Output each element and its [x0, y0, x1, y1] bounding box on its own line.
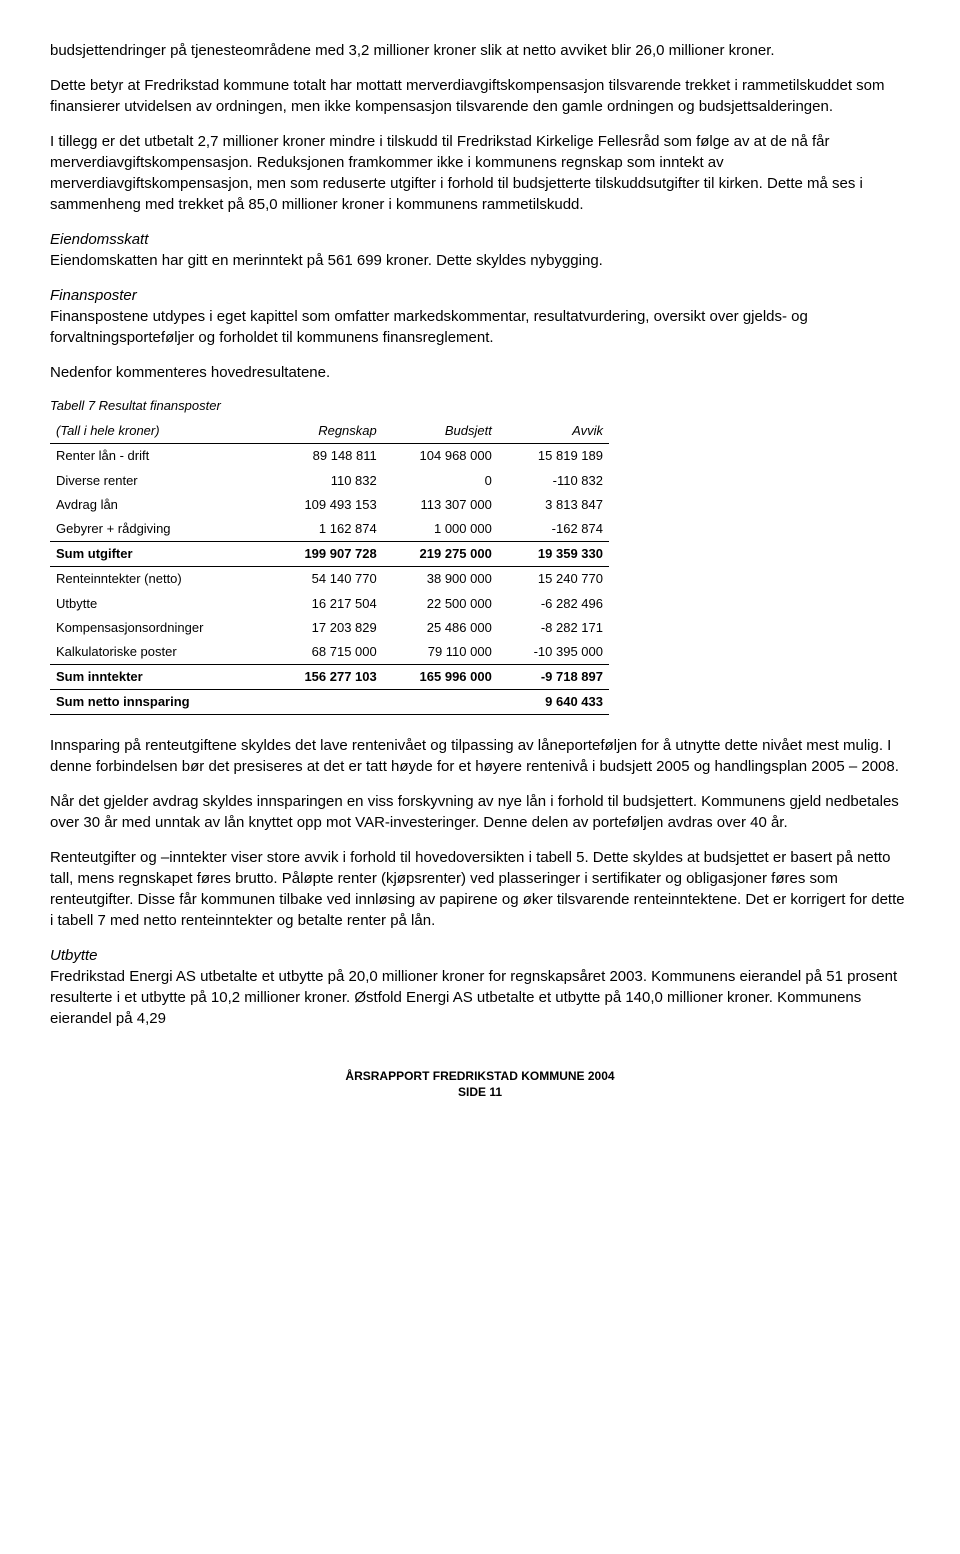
table-cell: -162 874	[498, 517, 609, 542]
paragraph: I tillegg er det utbetalt 2,7 millioner …	[50, 131, 910, 215]
table-cell: -10 395 000	[498, 640, 609, 665]
table-cell: Gebyrer + rådgiving	[50, 517, 268, 542]
table-cell: 109 493 153	[268, 493, 383, 517]
footer-title: ÅRSRAPPORT FREDRIKSTAD KOMMUNE 2004	[50, 1069, 910, 1085]
paragraph: Finanspostene utdypes i eget kapittel so…	[50, 306, 910, 348]
table-row: Gebyrer + rådgiving1 162 8741 000 000-16…	[50, 517, 609, 542]
table-cell: Kompensasjonsordninger	[50, 616, 268, 640]
col-header: Avvik	[498, 419, 609, 444]
table-cell: -110 832	[498, 469, 609, 493]
table-cell: 79 110 000	[383, 640, 498, 665]
table-cell: 19 359 330	[498, 542, 609, 567]
table-cell: Kalkulatoriske poster	[50, 640, 268, 665]
paragraph: Dette betyr at Fredrikstad kommune total…	[50, 75, 910, 117]
col-header: Regnskap	[268, 419, 383, 444]
table-row: Kalkulatoriske poster68 715 00079 110 00…	[50, 640, 609, 665]
table-row: Diverse renter110 8320-110 832	[50, 469, 609, 493]
table-cell: 89 148 811	[268, 444, 383, 469]
table-cell: Utbytte	[50, 592, 268, 616]
table-row: Renter lån - drift89 148 811104 968 0001…	[50, 444, 609, 469]
finansposter-table: (Tall i hele kroner) Regnskap Budsjett A…	[50, 419, 609, 715]
table-row: Sum netto innsparing 9 640 433	[50, 690, 609, 715]
table-cell: 22 500 000	[383, 592, 498, 616]
col-header: Budsjett	[383, 419, 498, 444]
table-cell: 3 813 847	[498, 493, 609, 517]
paragraph: Nedenfor kommenteres hovedresultatene.	[50, 362, 910, 383]
table-row: Utbytte16 217 50422 500 000-6 282 496	[50, 592, 609, 616]
paragraph: budsjettendringer på tjenesteområdene me…	[50, 40, 910, 61]
table-cell: -9 718 897	[498, 665, 609, 690]
table-row: Avdrag lån109 493 153113 307 0003 813 84…	[50, 493, 609, 517]
table-cell: 15 819 189	[498, 444, 609, 469]
table-row: Renteinntekter (netto)54 140 77038 900 0…	[50, 567, 609, 592]
table-cell: 16 217 504	[268, 592, 383, 616]
table-cell: 219 275 000	[383, 542, 498, 567]
paragraph: Renteutgifter og –inntekter viser store …	[50, 847, 910, 931]
table-cell: Sum inntekter	[50, 665, 268, 690]
table-cell: 1 000 000	[383, 517, 498, 542]
col-header: (Tall i hele kroner)	[50, 419, 268, 444]
paragraph: Eiendomskatten har gitt en merinntekt på…	[50, 250, 910, 271]
table-cell	[268, 690, 383, 715]
table-cell: 54 140 770	[268, 567, 383, 592]
paragraph: Fredrikstad Energi AS utbetalte et utbyt…	[50, 966, 910, 1029]
table-cell: 15 240 770	[498, 567, 609, 592]
table-cell: 0	[383, 469, 498, 493]
table-title: Tabell 7 Resultat finansposter	[50, 397, 910, 415]
table-cell: 110 832	[268, 469, 383, 493]
table-cell: Sum utgifter	[50, 542, 268, 567]
page-footer: ÅRSRAPPORT FREDRIKSTAD KOMMUNE 2004 SIDE…	[50, 1069, 910, 1100]
heading-utbytte: Utbytte	[50, 945, 910, 966]
paragraph: Innsparing på renteutgiftene skyldes det…	[50, 735, 910, 777]
table-cell: 165 996 000	[383, 665, 498, 690]
table-cell: 1 162 874	[268, 517, 383, 542]
table-cell: -8 282 171	[498, 616, 609, 640]
heading-finansposter: Finansposter	[50, 285, 910, 306]
table-cell: 68 715 000	[268, 640, 383, 665]
table-row: Kompensasjonsordninger17 203 82925 486 0…	[50, 616, 609, 640]
table-cell: 25 486 000	[383, 616, 498, 640]
footer-page: SIDE 11	[50, 1085, 910, 1101]
table-cell: 113 307 000	[383, 493, 498, 517]
table-cell: Renter lån - drift	[50, 444, 268, 469]
table-row: Sum inntekter156 277 103165 996 000-9 71…	[50, 665, 609, 690]
table-cell: 104 968 000	[383, 444, 498, 469]
table-cell: Diverse renter	[50, 469, 268, 493]
table-cell	[383, 690, 498, 715]
table-cell: 38 900 000	[383, 567, 498, 592]
table-cell: 9 640 433	[498, 690, 609, 715]
paragraph: Når det gjelder avdrag skyldes innsparin…	[50, 791, 910, 833]
table-header-row: (Tall i hele kroner) Regnskap Budsjett A…	[50, 419, 609, 444]
table-row: Sum utgifter199 907 728219 275 00019 359…	[50, 542, 609, 567]
table-cell: 199 907 728	[268, 542, 383, 567]
table-cell: 17 203 829	[268, 616, 383, 640]
heading-eiendomsskatt: Eiendomsskatt	[50, 229, 910, 250]
table-cell: Sum netto innsparing	[50, 690, 268, 715]
table-cell: 156 277 103	[268, 665, 383, 690]
table-cell: Avdrag lån	[50, 493, 268, 517]
table-cell: -6 282 496	[498, 592, 609, 616]
table-cell: Renteinntekter (netto)	[50, 567, 268, 592]
